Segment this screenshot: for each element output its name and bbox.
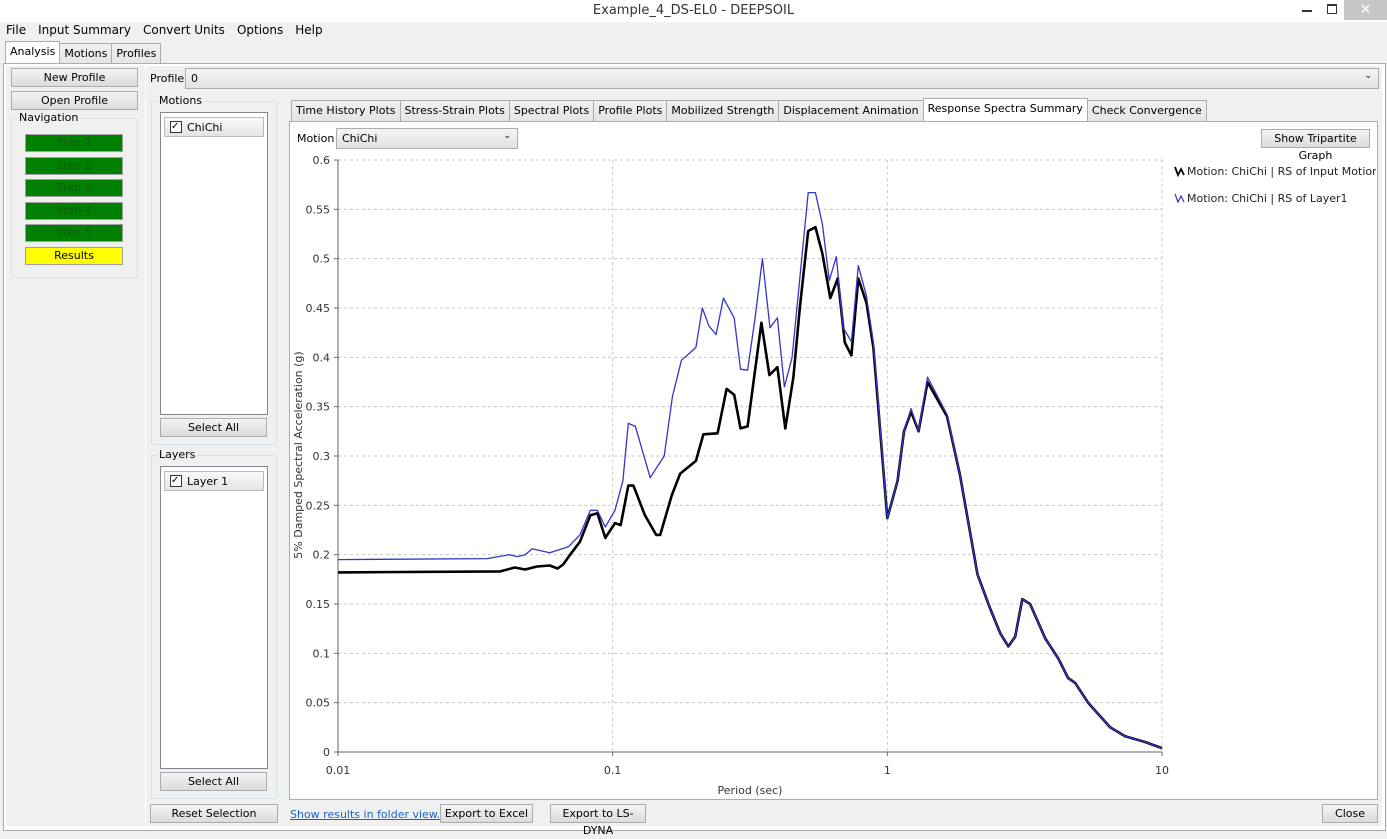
legend-label: Motion: ChiChi | RS of Layer1 bbox=[1187, 192, 1348, 205]
motions-list: ✓ ChiChi bbox=[160, 112, 268, 415]
main-tab[interactable]: Analysis bbox=[5, 41, 61, 64]
y-tick-label: 0.2 bbox=[313, 549, 331, 562]
x-tick-label: 1 bbox=[884, 764, 891, 777]
step-button[interactable]: Step 4 bbox=[25, 201, 123, 220]
y-tick-label: 0.55 bbox=[306, 203, 331, 216]
y-tick-label: 0.35 bbox=[306, 401, 331, 414]
open-profile-button[interactable]: Open Profile bbox=[11, 91, 138, 110]
close-button[interactable]: Close bbox=[1322, 804, 1378, 823]
legend-swatch bbox=[1174, 166, 1185, 178]
plot-tab[interactable]: Spectral Plots bbox=[508, 100, 595, 121]
y-tick-label: 0.1 bbox=[313, 647, 331, 660]
plot-tab-content bbox=[289, 121, 1378, 800]
layers-panel bbox=[151, 455, 277, 799]
y-tick-label: 0.45 bbox=[306, 302, 331, 315]
checkbox[interactable]: ✓ bbox=[170, 475, 182, 487]
export-excel-button[interactable]: Export to Excel bbox=[440, 804, 533, 823]
layers-label: Layers bbox=[157, 448, 198, 461]
plot-tab[interactable]: Mobilized Strength bbox=[666, 100, 780, 121]
maximize-button[interactable] bbox=[1327, 4, 1337, 14]
menu-bar: File Input Summary Convert Units Options Hel… bbox=[0, 21, 329, 39]
main-tab[interactable]: Profiles bbox=[111, 43, 162, 64]
plot-tab[interactable]: Check Convergence bbox=[1086, 100, 1207, 121]
motion-item[interactable]: ✓ ChiChi bbox=[164, 117, 264, 137]
series-line bbox=[337, 191, 1163, 749]
title-bar: Example_4_DS-EL0 - DEEPSOIL ✕ bbox=[0, 0, 1387, 22]
main-tab[interactable]: Motions bbox=[59, 43, 113, 64]
layer-item[interactable]: ✓ Layer 1 bbox=[164, 471, 264, 491]
plot-tab[interactable]: Displacement Animation bbox=[778, 100, 924, 121]
x-tick-label: 0.1 bbox=[604, 764, 622, 777]
export-lsdyna-button[interactable]: Export to LS-DYNA bbox=[550, 804, 646, 837]
profile-select[interactable]: 0 ⌄ bbox=[185, 68, 1379, 89]
window-title: Example_4_DS-EL0 - DEEPSOIL bbox=[592, 3, 795, 18]
y-axis-label: 5% Damped Spectral Acceleration (g) bbox=[292, 351, 305, 558]
chart: 5% Damped Spectral Acceleration (g) Peri… bbox=[292, 154, 1376, 797]
menu-item[interactable]: Options bbox=[236, 23, 284, 37]
y-tick-label: 0.3 bbox=[313, 450, 331, 463]
y-tick-label: 0.25 bbox=[306, 499, 331, 512]
profile-value: 0 bbox=[191, 72, 198, 85]
motion-name: ChiChi bbox=[187, 121, 223, 134]
reset-selection-button[interactable]: Reset Selection bbox=[150, 804, 278, 823]
select-all-motions[interactable]: Select All bbox=[160, 418, 267, 437]
legend-label: Motion: ChiChi | RS of Input Motion bbox=[1187, 165, 1376, 178]
plot-tab[interactable]: Profile Plots bbox=[593, 100, 668, 121]
step-button[interactable]: Step 5 bbox=[25, 224, 123, 243]
select-all-layers[interactable]: Select All bbox=[160, 772, 267, 791]
legend-swatch bbox=[1174, 193, 1185, 204]
plot-tab[interactable]: Stress-Strain Plots bbox=[399, 100, 510, 121]
step-button[interactable]: Step 2 bbox=[25, 156, 123, 175]
x-tick-label: 10 bbox=[1155, 764, 1169, 777]
y-tick-label: 0.5 bbox=[313, 253, 331, 266]
menu-item[interactable]: File bbox=[6, 23, 27, 37]
motion-select-value: ChiChi bbox=[342, 132, 378, 145]
y-tick-label: 0 bbox=[323, 746, 330, 759]
tripartite-button[interactable]: Show Tripartite Graph bbox=[1261, 129, 1370, 162]
profile-label: Profile bbox=[150, 72, 185, 85]
x-tick-label: 0.01 bbox=[326, 764, 351, 777]
checkbox[interactable]: ✓ bbox=[170, 121, 182, 133]
dropdown-arrow: ⌄ bbox=[1364, 71, 1372, 81]
menu-item[interactable]: Convert Units bbox=[142, 23, 225, 37]
motion-select-label: Motion bbox=[297, 132, 335, 145]
y-tick-label: 0.4 bbox=[313, 351, 331, 364]
plot-tabs: Time History Plots Stress-Strain Plots Spe… bbox=[291, 98, 1207, 121]
results-button[interactable]: Results bbox=[25, 247, 123, 265]
series-line bbox=[337, 225, 1163, 750]
dropdown-arrow: ⌄ bbox=[503, 131, 511, 141]
step-button[interactable]: Step 1 bbox=[25, 134, 123, 152]
layers-list: ✓ Layer 1 bbox=[160, 466, 268, 769]
step-button[interactable]: Step 3 bbox=[25, 179, 123, 198]
motion-select[interactable]: ChiChi ⌄ bbox=[336, 128, 518, 149]
new-profile-button[interactable]: New Profile bbox=[11, 68, 138, 87]
main-tabs: Analysis Motions Profiles bbox=[5, 41, 162, 64]
menu-item[interactable]: Help bbox=[295, 23, 323, 37]
close-window-button[interactable]: ✕ bbox=[1344, 0, 1387, 20]
y-tick-label: 0.05 bbox=[306, 697, 331, 710]
layer-name: Layer 1 bbox=[187, 475, 229, 488]
y-tick-label: 0.15 bbox=[306, 598, 331, 611]
motions-label: Motions bbox=[157, 94, 205, 107]
minimize-button[interactable] bbox=[1302, 10, 1312, 12]
plot-tab[interactable]: Response Spectra Summary bbox=[922, 98, 1088, 121]
plot-tab[interactable]: Time History Plots bbox=[291, 100, 401, 121]
folder-view-link[interactable]: Show results in folder view... bbox=[290, 808, 448, 821]
motions-panel bbox=[151, 101, 277, 445]
menu-item[interactable]: Input Summary bbox=[38, 23, 131, 37]
x-axis-label: Period (sec) bbox=[718, 784, 783, 797]
navigation-label: Navigation bbox=[17, 111, 81, 124]
y-tick-label: 0.6 bbox=[313, 154, 331, 167]
